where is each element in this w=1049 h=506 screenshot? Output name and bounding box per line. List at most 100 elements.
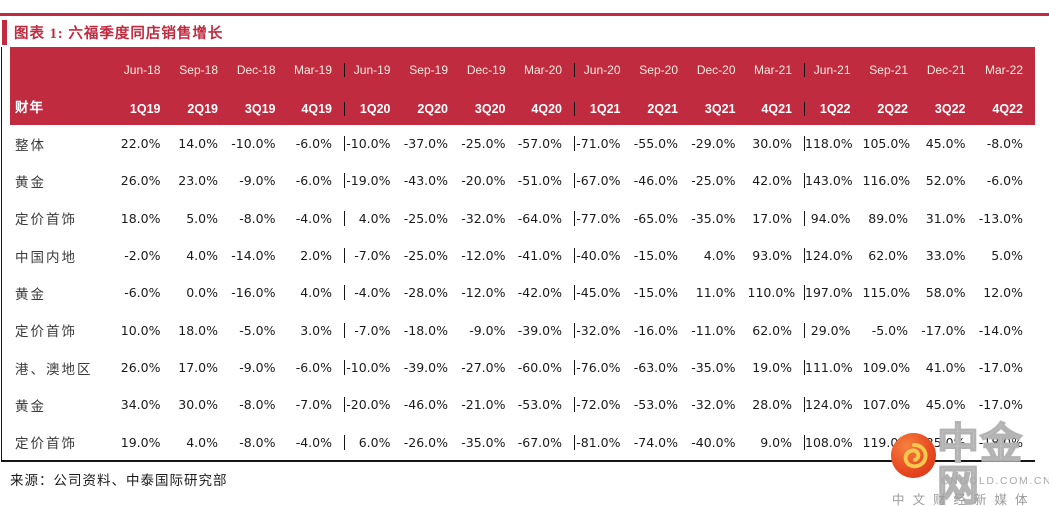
cell-value: -25.0% bbox=[403, 248, 448, 264]
cell-value: -20.0% bbox=[461, 173, 506, 189]
cell-value: -6.0% bbox=[288, 136, 345, 152]
cell-value: -27.0% bbox=[461, 360, 506, 376]
cell-value: -5.0% bbox=[239, 322, 276, 338]
cell-value: -9.0% bbox=[239, 173, 276, 189]
cell-value: -6.0% bbox=[986, 173, 1023, 189]
table-bottom-border bbox=[1, 460, 1035, 462]
cell-value: -21.0% bbox=[461, 397, 506, 413]
cell-value: 19.0% bbox=[748, 360, 805, 376]
column-date-header: Dec-18 bbox=[236, 63, 276, 77]
row-label: 定价首饰 bbox=[15, 324, 77, 340]
column-quarter-header: 2Q20 bbox=[417, 102, 448, 116]
cell-value: -57.0% bbox=[518, 136, 575, 152]
cell-value: 108.0% bbox=[805, 434, 853, 450]
cell-value: -35.0% bbox=[461, 434, 506, 450]
cell-value: 109.0% bbox=[862, 360, 911, 376]
cell-value: -67.0% bbox=[518, 434, 575, 450]
column-date-header: Dec-21 bbox=[926, 63, 966, 77]
cell-value: 31.0% bbox=[925, 210, 966, 226]
column-quarter-header: 3Q21 bbox=[704, 102, 736, 116]
cell-value: -4.0% bbox=[288, 210, 345, 226]
column-date-header: Sep-19 bbox=[409, 63, 448, 77]
cell-value: -13.0% bbox=[978, 210, 1023, 226]
cell-value: -12.0% bbox=[461, 248, 506, 264]
cell-value: -39.0% bbox=[518, 322, 575, 338]
cell-value: 118.0% bbox=[805, 136, 853, 152]
table-body: 整体 22.0% 14.0% -10.0% -6.0% -10.0% -37.0% -25.0… bbox=[10, 125, 1035, 461]
cell-value: -9.0% bbox=[239, 360, 276, 376]
cell-value: -77.0% bbox=[576, 210, 621, 226]
cell-value: 4.0% bbox=[186, 434, 218, 450]
cell-value: -45.0% bbox=[576, 285, 621, 301]
cell-value: -10.0% bbox=[346, 360, 391, 376]
column-quarter-header: 4Q21 bbox=[748, 102, 805, 116]
column-quarter-header: 2Q21 bbox=[647, 102, 678, 116]
column-date-header: Mar-20 bbox=[518, 63, 575, 77]
cell-value: 4.0% bbox=[358, 210, 391, 226]
cell-value: 124.0% bbox=[805, 248, 853, 264]
cell-value: -60.0% bbox=[518, 360, 575, 376]
cell-value: -8.0% bbox=[239, 397, 276, 413]
cell-value: 35.0% bbox=[925, 434, 966, 450]
cell-value: 116.0% bbox=[862, 173, 911, 189]
cell-value: -39.0% bbox=[403, 360, 448, 376]
column-date-header: Jun-20 bbox=[583, 63, 621, 77]
cell-value: 11.0% bbox=[695, 285, 736, 301]
cell-value: 45.0% bbox=[925, 397, 966, 413]
column-date-header: Dec-19 bbox=[466, 63, 506, 77]
cell-value: 124.0% bbox=[805, 397, 853, 413]
row-label: 港、澳地区 bbox=[15, 361, 93, 377]
cell-value: -76.0% bbox=[576, 360, 621, 376]
cell-value: 41.0% bbox=[925, 360, 966, 376]
cell-value: 23.0% bbox=[178, 173, 218, 189]
cell-value: 62.0% bbox=[748, 322, 805, 338]
cell-value: 93.0% bbox=[748, 248, 805, 264]
cell-value: -10.0% bbox=[346, 136, 391, 152]
cell-value: -71.0% bbox=[576, 136, 621, 152]
cell-value: 4.0% bbox=[703, 248, 736, 264]
cell-value: 17.0% bbox=[748, 210, 805, 226]
figure-title: 图表 1: 六福季度同店销售增长 bbox=[14, 25, 224, 42]
cell-value: 26.0% bbox=[120, 173, 161, 189]
column-quarter-header: 4Q20 bbox=[518, 102, 575, 116]
column-date-header: Sep-21 bbox=[869, 63, 908, 77]
cell-value: 5.0% bbox=[186, 210, 218, 226]
figure-title-row: 图表 1: 六福季度同店销售增长 bbox=[2, 19, 223, 45]
row-label: 中国内地 bbox=[15, 249, 77, 265]
column-date-header: Dec-20 bbox=[696, 63, 736, 77]
cell-value: 5.0% bbox=[991, 248, 1023, 264]
cell-value: -43.0% bbox=[403, 173, 448, 189]
cell-value: -32.0% bbox=[461, 210, 506, 226]
cell-value: -42.0% bbox=[518, 285, 575, 301]
cell-value: -15.0% bbox=[633, 285, 678, 301]
cell-value: -17.0% bbox=[978, 360, 1023, 376]
cell-value: 94.0% bbox=[810, 210, 851, 226]
watermark-tagline: 中文财经新媒体 bbox=[892, 493, 1036, 506]
cell-value: -63.0% bbox=[633, 360, 678, 376]
cell-value: -53.0% bbox=[518, 397, 575, 413]
cell-value: -35.0% bbox=[691, 210, 736, 226]
cell-value: -8.0% bbox=[239, 210, 276, 226]
cell-value: 18.0% bbox=[120, 210, 161, 226]
cell-value: -6.0% bbox=[288, 360, 345, 376]
cell-value: 14.0% bbox=[178, 136, 218, 152]
watermark-domain: CNGOLD.COM.CN bbox=[941, 475, 1049, 487]
row-label: 定价首饰 bbox=[15, 212, 77, 228]
cell-value: 28.0% bbox=[748, 397, 805, 413]
cell-value: -72.0% bbox=[576, 397, 621, 413]
cell-value: 89.0% bbox=[868, 210, 908, 226]
cell-value: 6.0% bbox=[358, 434, 391, 450]
cell-value: -40.0% bbox=[691, 434, 736, 450]
cell-value: 17.0% bbox=[178, 360, 218, 376]
cell-value: -10.0% bbox=[231, 136, 276, 152]
cell-value: -14.0% bbox=[231, 248, 276, 264]
cell-value: 30.0% bbox=[748, 136, 805, 152]
cell-value: 105.0% bbox=[862, 136, 911, 152]
cell-value: -2.0% bbox=[124, 248, 161, 264]
cell-value: 45.0% bbox=[925, 136, 966, 152]
cell-value: 9.0% bbox=[748, 434, 805, 450]
cell-value: -18.0% bbox=[978, 434, 1023, 450]
cell-value: 10.0% bbox=[120, 322, 161, 338]
cell-value: -7.0% bbox=[354, 322, 391, 338]
column-quarter-header: 1Q19 bbox=[129, 102, 161, 116]
